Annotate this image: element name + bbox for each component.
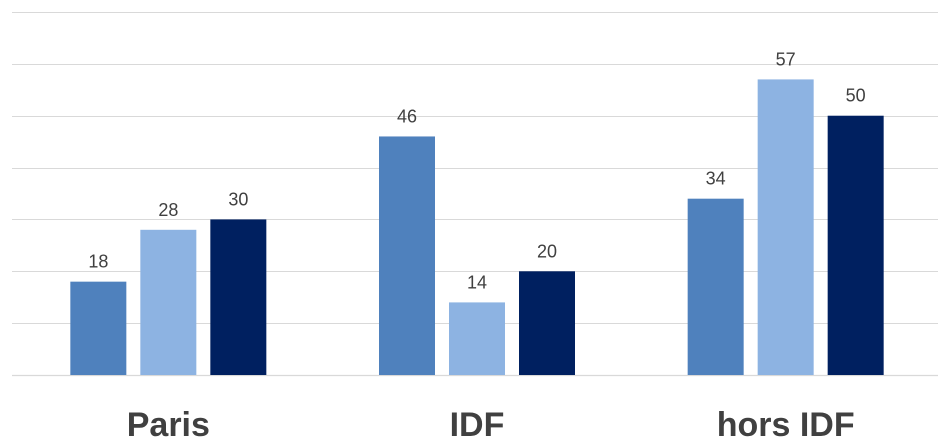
- bar: [379, 136, 435, 375]
- bar: [827, 115, 884, 375]
- data-label: 18: [88, 252, 108, 272]
- data-label: 28: [158, 200, 178, 220]
- data-label: 14: [467, 272, 487, 292]
- data-label: 30: [228, 189, 248, 209]
- bar: [210, 219, 267, 375]
- data-label: 20: [537, 241, 557, 261]
- bar: [519, 271, 575, 375]
- category-labels: Paris IDF hors IDF: [127, 406, 855, 444]
- data-label: 34: [706, 169, 726, 189]
- category-label: hors IDF: [717, 406, 855, 444]
- data-label: 50: [846, 86, 866, 106]
- bar: [687, 198, 744, 375]
- category-label: Paris: [127, 406, 210, 444]
- bar: [140, 229, 197, 375]
- data-label: 57: [776, 49, 796, 69]
- bars: [70, 79, 884, 376]
- bar: [449, 302, 505, 375]
- bar: [757, 79, 814, 376]
- bar: [70, 281, 127, 375]
- data-label: 46: [397, 106, 417, 126]
- category-label: IDF: [450, 406, 505, 444]
- data-labels: 18 28 30 46 14 20 34 57 50: [88, 49, 865, 292]
